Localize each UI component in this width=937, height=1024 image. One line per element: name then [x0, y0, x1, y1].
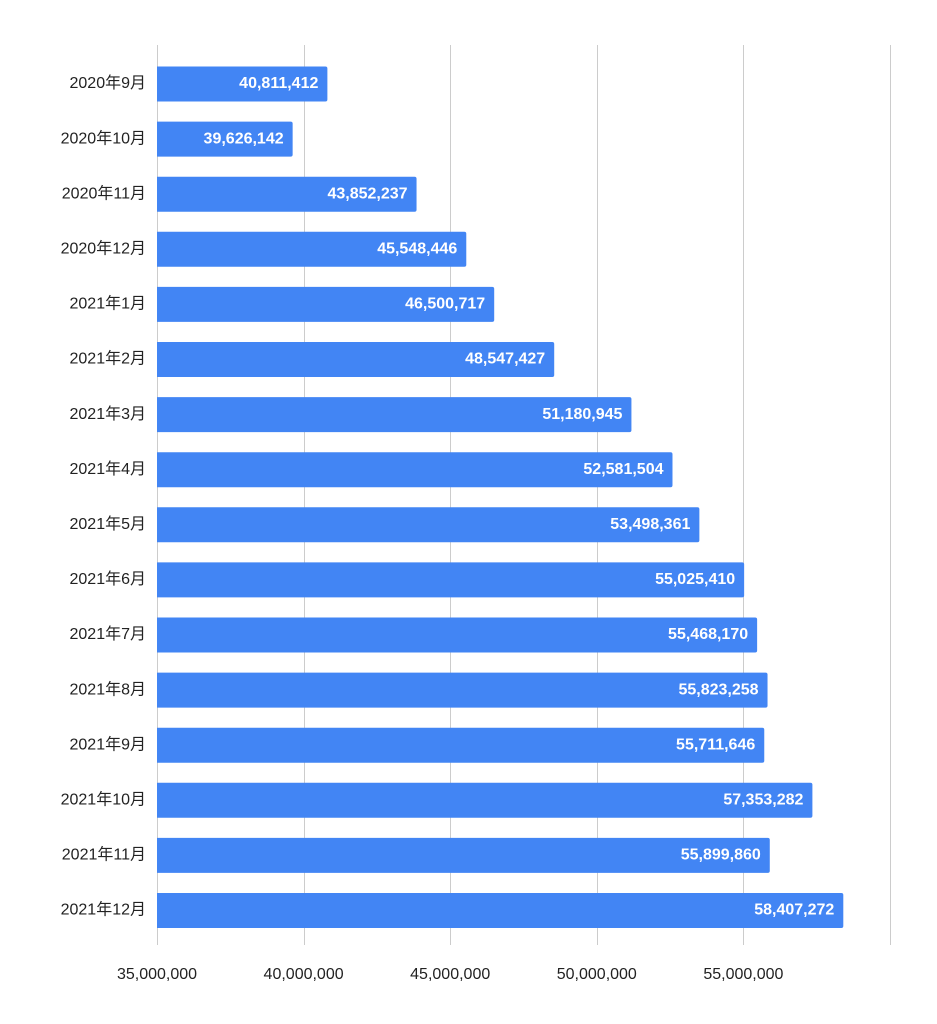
category-label: 2020年10月: [61, 129, 146, 147]
category-label: 2021年1月: [70, 295, 147, 313]
bar: [157, 342, 555, 377]
bar-value-label: 39,626,142: [204, 130, 284, 147]
category-label: 2020年9月: [70, 74, 147, 92]
x-tick-label: 45,000,000: [410, 966, 490, 983]
category-label: 2020年12月: [61, 240, 146, 258]
category-label: 2021年11月: [62, 846, 146, 864]
bar-value-label: 46,500,717: [405, 296, 485, 313]
bar: [157, 837, 770, 873]
bar: [157, 397, 632, 433]
bar-value-label: 45,548,446: [377, 241, 457, 258]
bar-value-label: 40,811,412: [239, 75, 318, 92]
bar-value-label: 51,180,945: [542, 406, 622, 423]
bar: [157, 782, 813, 818]
bar-value-label: 57,353,282: [723, 792, 803, 809]
bar-value-label: 53,498,361: [610, 516, 690, 533]
bar: [157, 893, 844, 928]
bar: [157, 452, 673, 488]
category-label: 2021年4月: [70, 460, 147, 478]
x-axis-tick-labels: 35,000,000 40,000,000 45,000,000 50,000,000…: [117, 966, 784, 983]
bar-value-label: 55,025,410: [655, 571, 735, 588]
bar-value-label: 52,581,504: [583, 461, 663, 478]
category-label: 2020年11月: [62, 184, 146, 202]
bars: 40,811,412 39,626,142 43,852,237 45,548,446…: [157, 66, 844, 928]
category-label: 2021年8月: [70, 680, 147, 698]
bar: [157, 286, 495, 322]
category-label: 2021年3月: [70, 405, 147, 423]
x-tick-label: 55,000,000: [703, 966, 783, 983]
category-label: 2021年6月: [70, 570, 147, 588]
x-tick-label: 40,000,000: [264, 966, 344, 983]
bar: [157, 617, 758, 653]
category-label: 2021年5月: [70, 515, 147, 533]
x-tick-label: 50,000,000: [557, 966, 637, 983]
bar-value-label: 55,711,646: [676, 736, 755, 753]
bar: [157, 562, 745, 598]
x-tick-label: 35,000,000: [117, 966, 197, 983]
bar: [157, 231, 467, 267]
category-label: 2021年2月: [70, 350, 147, 368]
bar: [157, 507, 700, 543]
category-label: 2021年10月: [61, 791, 146, 809]
bar-value-label: 48,547,427: [465, 351, 545, 368]
bar-value-label: 55,468,170: [668, 626, 748, 643]
bar: [157, 66, 328, 102]
bar: [157, 121, 293, 157]
category-labels: 2020年9月 2020年10月 2020年11月 2020年12月 2021年1月 20…: [61, 74, 146, 919]
bar-value-label: 58,407,272: [754, 902, 834, 919]
bar: [157, 176, 417, 212]
category-label: 2021年12月: [61, 901, 146, 919]
bar-value-label: 55,899,860: [681, 847, 761, 864]
bar-value-label: 55,823,258: [678, 681, 758, 698]
category-label: 2021年7月: [70, 625, 147, 643]
category-label: 2021年9月: [70, 735, 147, 753]
bar: [157, 672, 768, 708]
bar-value-label: 43,852,237: [327, 185, 407, 202]
bar: [157, 727, 765, 763]
